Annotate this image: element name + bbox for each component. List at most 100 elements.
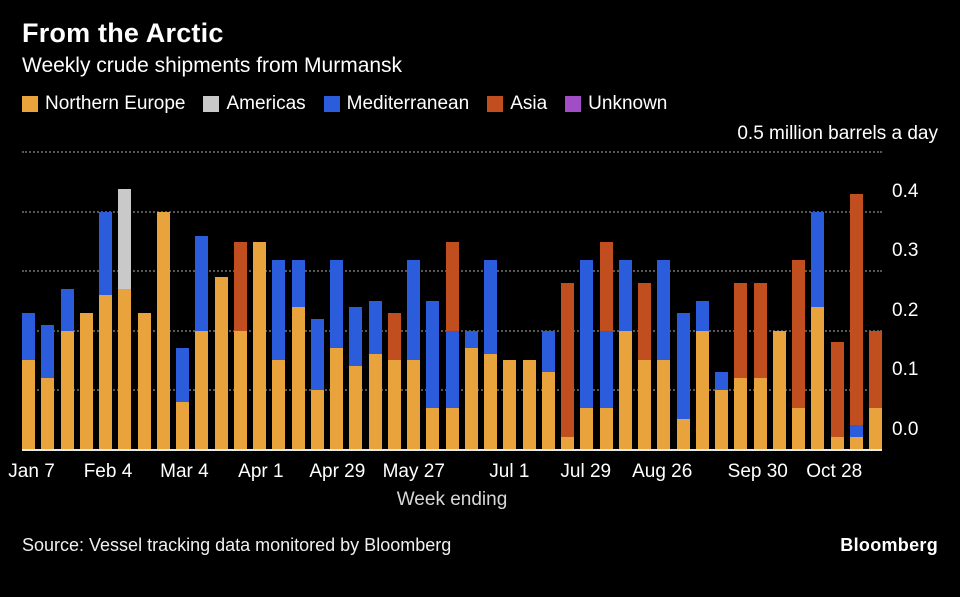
y-axis-unit-label: 0.5 million barrels a day — [737, 123, 938, 144]
bar-segment-northern-europe — [792, 407, 805, 449]
bar-segment-northern-europe — [426, 407, 440, 449]
stacked-bar — [522, 153, 536, 449]
stacked-bar — [734, 153, 748, 449]
stacked-bar — [580, 153, 594, 449]
bar-segment-northern-europe — [695, 330, 709, 449]
bar-segment-northern-europe — [368, 354, 382, 449]
bar-segment-northern-europe — [253, 241, 266, 449]
stacked-bar — [849, 153, 863, 449]
y-axis-tick-label: 0.4 — [892, 180, 919, 202]
stacked-bar — [695, 153, 709, 449]
bar-segment-northern-europe — [214, 277, 228, 449]
legend-swatch-icon — [22, 96, 38, 112]
x-axis-tick-label: Sep 30 — [727, 461, 788, 482]
bar-segment-northern-europe — [541, 372, 555, 449]
bar-segment-northern-europe — [657, 360, 671, 449]
x-axis-tick-label: Jul 29 — [560, 461, 612, 482]
bar-segment-northern-europe — [156, 212, 170, 449]
legend-swatch-icon — [565, 96, 582, 112]
chart-card: From the Arctic Weekly crude shipments f… — [8, 18, 938, 556]
stacked-bar — [118, 153, 132, 449]
bar-segment-mediterranean — [407, 259, 420, 361]
stacked-bar — [676, 153, 690, 449]
stacked-bar — [869, 153, 882, 449]
gridline — [22, 210, 882, 213]
bar-segment-northern-europe — [195, 330, 209, 449]
bar-segment-northern-europe — [869, 407, 882, 449]
bar-segment-northern-europe — [407, 360, 420, 449]
stacked-bar — [484, 153, 497, 449]
bar-segment-americas — [118, 188, 132, 290]
bar-segment-mediterranean — [272, 259, 286, 361]
stacked-bar — [22, 153, 35, 449]
bar-segment-northern-europe — [522, 360, 536, 449]
bar-segment-northern-europe — [291, 306, 305, 449]
bar-segment-asia — [830, 342, 844, 438]
x-axis-ticks: Jan 7 Feb 4 Mar 4 Apr 1 Apr 29 May 27 Jul 1 Jul… — [8, 451, 882, 485]
stacked-bar — [79, 153, 93, 449]
chart-subtitle: Weekly crude shipments from Murmansk — [22, 54, 403, 77]
y-axis-tick-label: 0.0 — [892, 419, 919, 440]
bar-segment-asia — [445, 241, 459, 331]
stacked-bar — [176, 153, 189, 449]
plot-column: Jan 7 Feb 4 Mar 4 Apr 1 Apr 29 May 27 Jul 1 Jul… — [8, 151, 882, 511]
stacked-bar — [60, 153, 74, 449]
x-axis-tick-label: Apr 29 — [309, 461, 366, 482]
bar-segment-northern-europe — [599, 407, 613, 449]
bar-segment-asia — [638, 283, 651, 361]
stacked-bar — [811, 153, 825, 449]
bar-segment-northern-europe — [79, 312, 93, 449]
bar-segment-mediterranean — [849, 425, 863, 438]
bar-segment-mediterranean — [41, 324, 55, 378]
bar-segment-northern-europe — [830, 437, 844, 449]
stacked-bar — [195, 153, 209, 449]
bar-segment-northern-europe — [22, 360, 35, 449]
footer: Source: Vessel tracking data monitored b… — [22, 535, 938, 556]
bar-segment-mediterranean — [176, 348, 189, 402]
bar-segment-mediterranean — [291, 259, 305, 307]
bar-segment-northern-europe — [753, 377, 767, 449]
bar-segment-northern-europe — [484, 354, 497, 449]
legend-item: Mediterranean — [323, 93, 470, 115]
bar-segment-mediterranean — [599, 330, 613, 408]
bar-segment-northern-europe — [137, 312, 151, 449]
bar-segment-mediterranean — [426, 301, 440, 408]
y-axis-tick-label: 0.2 — [892, 299, 919, 321]
bar-segment-northern-europe — [464, 348, 478, 449]
bar-segment-northern-europe — [41, 377, 55, 449]
stacked-bar — [753, 153, 767, 449]
stacked-bar — [464, 153, 478, 449]
stacked-bar — [541, 153, 555, 449]
bar-segment-mediterranean — [310, 318, 324, 390]
bar-segment-northern-europe — [60, 330, 74, 449]
source-text: Source: Vessel tracking data monitored b… — [22, 535, 452, 555]
y-axis-tick-label: 0.3 — [892, 240, 919, 262]
chart-title: From the Arctic — [22, 18, 224, 48]
stacked-bar — [387, 153, 401, 449]
bar-segment-northern-europe — [99, 295, 112, 449]
x-axis-tick-label: Aug 26 — [632, 461, 693, 482]
gridline — [22, 151, 882, 153]
bar-segment-northern-europe — [561, 437, 574, 449]
stacked-bar — [792, 153, 805, 449]
bar-segment-northern-europe — [734, 377, 748, 449]
bar-segment-asia — [753, 283, 767, 378]
bar-segment-mediterranean — [368, 301, 382, 355]
stacked-bar — [233, 153, 247, 449]
stacked-bar — [349, 153, 363, 449]
legend-swatch-icon — [323, 96, 340, 112]
stacked-bar — [445, 153, 459, 449]
bar-segment-asia — [869, 330, 882, 408]
stacked-bar — [99, 153, 112, 449]
plot-row: Jan 7 Feb 4 Mar 4 Apr 1 Apr 29 May 27 Jul 1 Jul… — [8, 151, 938, 511]
bar-segment-mediterranean — [618, 259, 632, 331]
x-axis-tick-label: Mar 4 — [160, 461, 209, 482]
stacked-bar — [715, 153, 728, 449]
plot-area — [22, 151, 882, 451]
x-axis-tick-label: Apr 1 — [238, 461, 284, 482]
legend-label: Mediterranean — [346, 93, 470, 114]
bar-segment-northern-europe — [330, 348, 343, 449]
stacked-bar — [830, 153, 844, 449]
bar-segment-asia — [599, 241, 613, 331]
legend-item: Unknown — [565, 93, 667, 115]
